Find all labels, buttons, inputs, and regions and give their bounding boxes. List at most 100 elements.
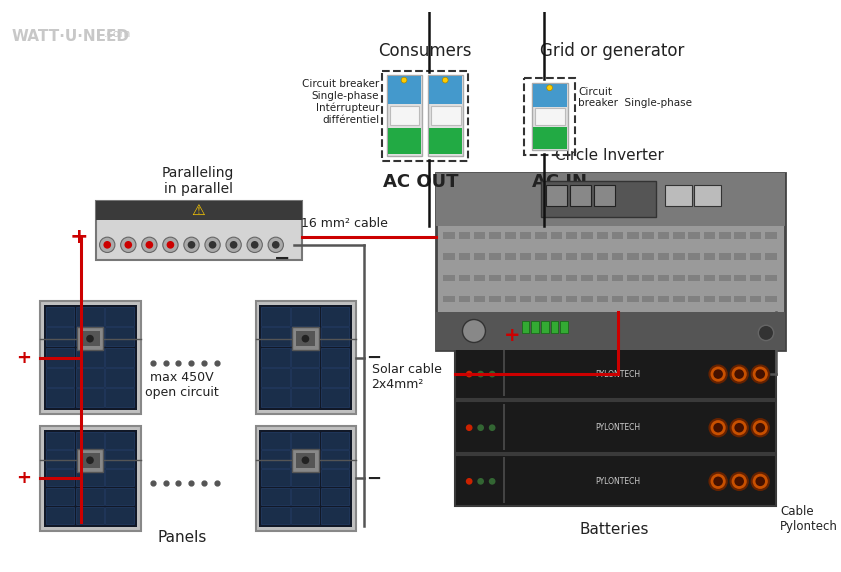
Circle shape — [268, 237, 283, 252]
Bar — [643, 296, 654, 302]
Bar — [689, 232, 700, 239]
Bar — [105, 488, 134, 505]
Bar — [46, 368, 74, 387]
Bar — [262, 488, 289, 505]
Circle shape — [710, 366, 727, 383]
Bar — [704, 275, 715, 281]
Text: ⚠: ⚠ — [192, 203, 205, 218]
Bar — [643, 317, 654, 323]
Bar — [46, 469, 74, 486]
Bar — [256, 426, 357, 531]
Bar — [734, 317, 746, 323]
Bar — [719, 296, 731, 302]
Bar — [77, 327, 103, 350]
Bar — [505, 296, 516, 302]
Bar — [520, 275, 532, 281]
Bar — [387, 76, 422, 156]
Bar — [658, 275, 669, 281]
Bar — [474, 253, 485, 260]
Circle shape — [466, 424, 473, 431]
Bar — [76, 348, 104, 367]
Bar — [596, 296, 608, 302]
Bar — [612, 317, 623, 323]
Bar — [455, 401, 775, 452]
Bar — [46, 348, 74, 367]
Circle shape — [145, 241, 153, 249]
Bar — [474, 296, 485, 302]
Bar — [76, 327, 104, 346]
Circle shape — [478, 478, 484, 484]
Bar — [749, 275, 761, 281]
Bar — [612, 253, 623, 260]
Text: Circuit breaker
Single-phase
Intérrupteur
différentiel: Circuit breaker Single-phase Intérrupteu… — [302, 79, 379, 125]
Bar — [581, 275, 593, 281]
Bar — [535, 275, 547, 281]
Bar — [503, 350, 505, 396]
Bar — [704, 253, 715, 260]
Circle shape — [163, 237, 178, 252]
Bar — [76, 388, 104, 407]
Circle shape — [302, 335, 309, 343]
Bar — [749, 232, 761, 239]
Bar — [262, 307, 289, 326]
Bar — [296, 331, 315, 346]
Bar — [40, 301, 140, 414]
Circle shape — [272, 241, 279, 249]
Bar — [262, 327, 289, 346]
Bar — [489, 232, 500, 239]
Bar — [76, 507, 104, 524]
Bar — [474, 275, 485, 281]
Bar — [292, 449, 319, 472]
Bar — [474, 232, 485, 239]
Bar — [719, 317, 731, 323]
Bar — [388, 76, 421, 105]
Bar — [105, 507, 134, 524]
Bar — [105, 388, 134, 407]
Bar — [320, 368, 349, 387]
Bar — [389, 106, 420, 125]
Bar — [76, 469, 104, 486]
Bar — [612, 275, 623, 281]
Text: +: + — [504, 326, 521, 345]
Text: PYLONTECH: PYLONTECH — [595, 370, 640, 379]
Bar — [489, 296, 500, 302]
Bar — [105, 307, 134, 326]
Circle shape — [734, 476, 744, 486]
Text: −: − — [366, 349, 381, 367]
Bar — [105, 368, 134, 387]
Bar — [551, 275, 562, 281]
Text: +: + — [16, 470, 30, 487]
Bar — [551, 232, 562, 239]
Bar — [105, 431, 134, 449]
Bar — [96, 201, 302, 220]
Bar — [643, 253, 654, 260]
Bar — [749, 296, 761, 302]
Bar — [627, 275, 638, 281]
Circle shape — [302, 456, 309, 464]
Circle shape — [755, 423, 765, 432]
Bar — [262, 348, 289, 367]
Bar — [262, 450, 289, 468]
Bar — [765, 232, 776, 239]
Bar — [46, 431, 74, 449]
Circle shape — [226, 237, 241, 252]
Bar — [704, 232, 715, 239]
Text: 16 mm² cable: 16 mm² cable — [301, 217, 389, 229]
Bar — [44, 305, 137, 411]
Bar — [566, 296, 578, 302]
Bar — [320, 388, 349, 407]
Circle shape — [489, 424, 495, 431]
Bar — [443, 275, 455, 281]
Bar — [532, 321, 539, 333]
Bar — [436, 173, 785, 226]
Bar — [458, 232, 470, 239]
Bar — [551, 321, 558, 333]
Bar — [458, 296, 470, 302]
Bar — [569, 185, 590, 205]
Circle shape — [734, 423, 744, 432]
Bar — [749, 253, 761, 260]
Bar — [436, 173, 785, 350]
Circle shape — [167, 241, 174, 249]
Bar — [429, 128, 463, 154]
Bar — [520, 296, 532, 302]
